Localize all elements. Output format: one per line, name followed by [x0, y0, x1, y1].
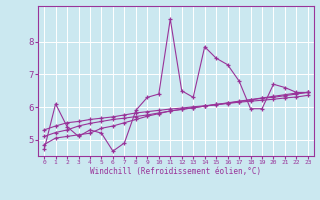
X-axis label: Windchill (Refroidissement éolien,°C): Windchill (Refroidissement éolien,°C)	[91, 167, 261, 176]
